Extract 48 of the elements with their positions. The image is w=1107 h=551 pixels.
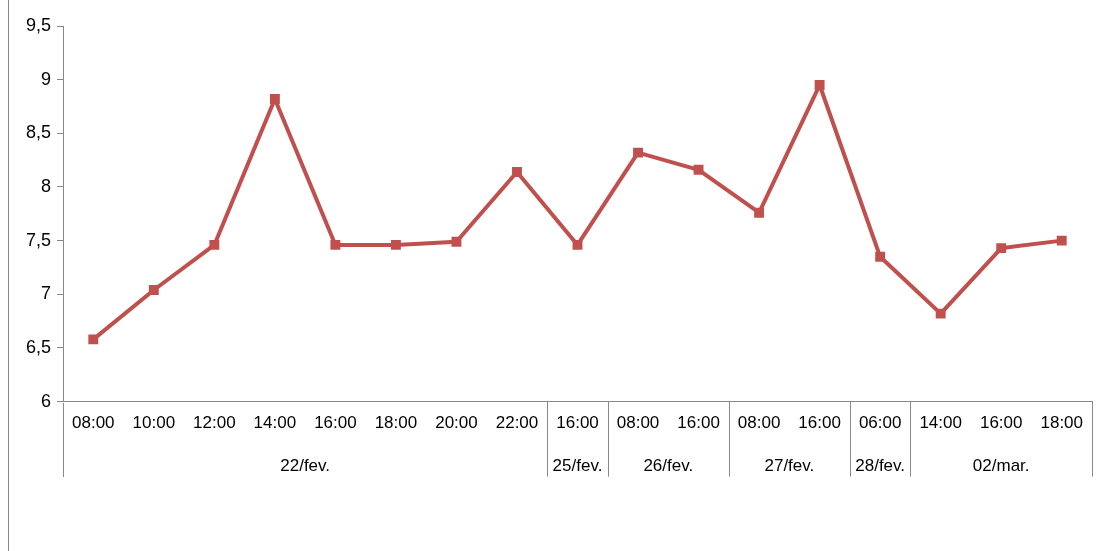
y-tick-label: 9: [41, 68, 52, 89]
point: [390, 239, 401, 250]
y-tick-label: 6: [41, 390, 52, 411]
x-tick-label: 14:00: [253, 413, 297, 433]
y-tick-label: 6,5: [25, 336, 52, 357]
point: [1056, 235, 1067, 246]
y-tick-label: 7,5: [25, 229, 52, 250]
text: 27/fev.: [764, 456, 815, 476]
y-tick-label: 8,5: [25, 122, 52, 143]
x-tick-label: 08:00: [616, 413, 660, 433]
x-tick-label: 18:00: [374, 413, 418, 433]
x-tick-label: 20:00: [435, 413, 478, 433]
text: 26/fev.: [643, 456, 694, 476]
x-tick-label: 14:00: [919, 413, 962, 433]
x-tick-label: 16:00: [677, 413, 720, 433]
x-tick-label: 06:00: [858, 413, 902, 433]
x-tick-label: 16:00: [314, 413, 357, 433]
point: [451, 236, 462, 247]
point: [512, 167, 522, 177]
y-tick-label: 7: [41, 283, 52, 304]
text: 02/mar.: [972, 456, 1030, 476]
point: [330, 239, 341, 250]
point: [88, 334, 99, 345]
point: [814, 80, 825, 90]
y-tick-label: 9,5: [25, 14, 52, 35]
x-tick-label: 08:00: [737, 413, 781, 433]
x-tick-label: 16:00: [979, 413, 1023, 433]
point: [148, 285, 159, 295]
point: [754, 207, 765, 218]
point: [633, 147, 643, 158]
x-tick-label: 08:00: [72, 413, 115, 433]
point: [935, 308, 946, 319]
x-tick-label: 10:00: [132, 413, 176, 433]
point: [693, 164, 704, 175]
x-tick-label: 18:00: [1040, 413, 1084, 433]
x-tick-label: 12:00: [193, 413, 236, 433]
point: [875, 251, 886, 262]
text: 28/fev.: [855, 456, 906, 476]
text: 25/fev.: [552, 456, 603, 476]
point: [996, 243, 1007, 254]
y-tick-label: 8: [41, 175, 52, 196]
point: [572, 239, 583, 250]
x-tick-label: 16:00: [556, 413, 599, 433]
point: [269, 94, 280, 104]
x-tick-label: 22:00: [495, 413, 539, 433]
text: 22/fev.: [280, 456, 331, 476]
point: [209, 239, 220, 250]
x-tick-label: 16:00: [798, 413, 841, 433]
